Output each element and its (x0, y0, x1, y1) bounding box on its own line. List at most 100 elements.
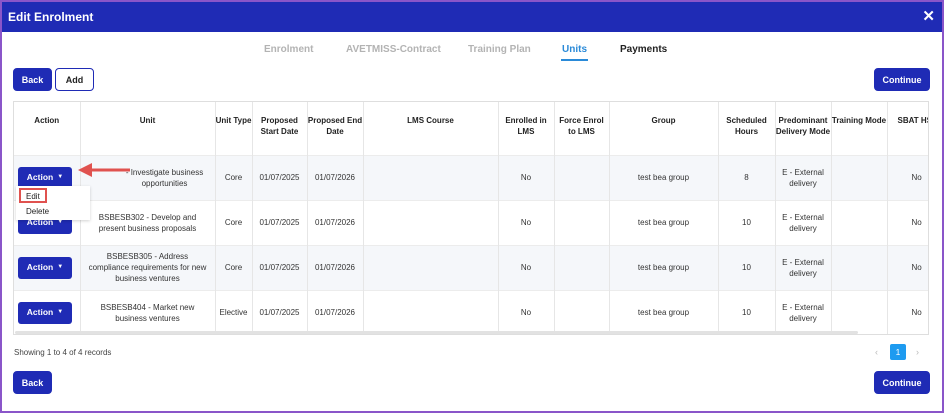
group-cell: test bea group (609, 244, 719, 290)
pagination-page-1[interactable]: 1 (890, 344, 906, 360)
action-cell: Action ▼ (14, 244, 81, 290)
group-cell: test bea group (609, 289, 719, 334)
training-mode-cell (831, 199, 888, 245)
dialog-header: Edit Enrolment ✕ (2, 2, 942, 32)
table-header-row: Action Unit Unit Type Proposed Start Dat… (14, 102, 928, 155)
tab-payments[interactable]: Payments (620, 44, 668, 55)
tab-units[interactable]: Units (561, 44, 588, 61)
units-table: Action Unit Unit Type Proposed Start Dat… (13, 101, 929, 335)
enrolled-cell: No (498, 289, 555, 334)
caret-down-icon: ▼ (57, 174, 64, 180)
tab-enrolment[interactable]: Enrolment (264, 44, 314, 55)
col-header[interactable]: Unit (80, 102, 216, 155)
col-header[interactable]: SBAT HSC Program (887, 102, 928, 155)
menu-item-delete[interactable]: Delete (26, 207, 50, 216)
action-dropdown-menu: Edit Delete (16, 186, 90, 220)
add-button[interactable]: Add (55, 68, 94, 91)
end-date-cell: 01/07/2026 (307, 244, 364, 290)
unit-type-cell: Core (215, 154, 253, 200)
enrolled-cell: No (498, 244, 555, 290)
table-row: Action ▼ BSBESB305 - Address compliance r… (14, 244, 928, 290)
unit-cell: BSBESB305 - Address compliance requireme… (80, 244, 216, 290)
action-button[interactable]: Action ▼ (18, 301, 72, 324)
col-header[interactable]: Training Mode (831, 102, 888, 155)
hours-cell: 10 (718, 199, 776, 245)
lms-course-cell (363, 244, 499, 290)
delivery-cell: E - External delivery (775, 244, 832, 290)
back-button-top[interactable]: Back (13, 68, 52, 91)
start-date-cell: 01/07/2025 (252, 244, 308, 290)
col-header[interactable]: Group (609, 102, 719, 155)
unit-cell: BSBESB404 - Market new business ventures (80, 289, 216, 334)
sbat-cell: No (887, 289, 928, 334)
force-enrol-cell (554, 154, 610, 200)
pagination-next-icon[interactable]: › (916, 347, 919, 357)
col-header[interactable]: Proposed Start Date (252, 102, 308, 155)
action-button[interactable]: Action ▼ (18, 166, 72, 189)
caret-down-icon: ▼ (57, 219, 64, 225)
start-date-cell: 01/07/2025 (252, 289, 308, 334)
col-header[interactable]: Force Enrol to LMS (554, 102, 610, 155)
dialog-title: Edit Enrolment (8, 10, 94, 24)
unit-type-cell: Elective (215, 289, 253, 334)
action-button[interactable]: Action ▼ (18, 256, 72, 279)
sbat-cell: No (887, 244, 928, 290)
unit-cell: BSBESB302 - Develop and present business… (80, 199, 216, 245)
lms-course-cell (363, 154, 499, 200)
horizontal-scrollbar[interactable] (15, 331, 858, 334)
training-mode-cell (831, 154, 888, 200)
tab-bar: Enrolment AVETMISS-Contract Training Pla… (2, 44, 942, 64)
hours-cell: 10 (718, 289, 776, 334)
caret-down-icon: ▼ (57, 264, 64, 270)
sbat-cell: No (887, 199, 928, 245)
continue-button-bottom[interactable]: Continue (874, 371, 930, 394)
col-header[interactable]: Scheduled Hours (718, 102, 776, 155)
group-cell: test bea group (609, 199, 719, 245)
end-date-cell: 01/07/2026 (307, 154, 364, 200)
unit-type-cell: Core (215, 199, 253, 245)
col-header[interactable]: LMS Course (363, 102, 499, 155)
group-cell: test bea group (609, 154, 719, 200)
col-header[interactable]: Predominant Delivery Mode (775, 102, 832, 155)
col-header[interactable]: Action (14, 102, 81, 155)
close-icon[interactable]: ✕ (922, 8, 935, 25)
menu-item-edit[interactable]: Edit (19, 188, 47, 203)
unit-type-cell: Core (215, 244, 253, 290)
caret-down-icon: ▼ (57, 309, 64, 316)
back-button-bottom[interactable]: Back (13, 371, 52, 394)
force-enrol-cell (554, 244, 610, 290)
hours-cell: 10 (718, 244, 776, 290)
end-date-cell: 01/07/2026 (307, 289, 364, 334)
table-row: Action ▼ - Investigate business opportuni… (14, 154, 928, 200)
table-row: Action ▼ BSBESB302 - Develop and present … (14, 199, 928, 245)
tab-avetmiss-contract[interactable]: AVETMISS-Contract (346, 44, 441, 55)
training-mode-cell (831, 244, 888, 290)
training-mode-cell (831, 289, 888, 334)
table-row: Action ▼ BSBESB404 - Market new business … (14, 289, 928, 334)
continue-button-top[interactable]: Continue (874, 68, 930, 91)
hours-cell: 8 (718, 154, 776, 200)
force-enrol-cell (554, 199, 610, 245)
sbat-cell: No (887, 154, 928, 200)
col-header[interactable]: Proposed End Date (307, 102, 364, 155)
col-header[interactable]: Enrolled in LMS (498, 102, 555, 155)
delivery-cell: E - External delivery (775, 289, 832, 334)
delivery-cell: E - External delivery (775, 199, 832, 245)
red-arrow-icon (78, 163, 130, 177)
enrolled-cell: No (498, 154, 555, 200)
records-summary: Showing 1 to 4 of 4 records (14, 348, 112, 357)
start-date-cell: 01/07/2025 (252, 199, 308, 245)
end-date-cell: 01/07/2026 (307, 199, 364, 245)
delivery-cell: E - External delivery (775, 154, 832, 200)
enrolled-cell: No (498, 199, 555, 245)
pagination-prev-icon[interactable]: ‹ (875, 347, 878, 357)
force-enrol-cell (554, 289, 610, 334)
tab-training-plan[interactable]: Training Plan (468, 44, 531, 55)
lms-course-cell (363, 289, 499, 334)
start-date-cell: 01/07/2025 (252, 154, 308, 200)
col-header[interactable]: Unit Type (215, 102, 253, 155)
lms-course-cell (363, 199, 499, 245)
action-cell: Action ▼ (14, 289, 81, 334)
unit-cell: - Investigate business opportunities (80, 154, 216, 200)
